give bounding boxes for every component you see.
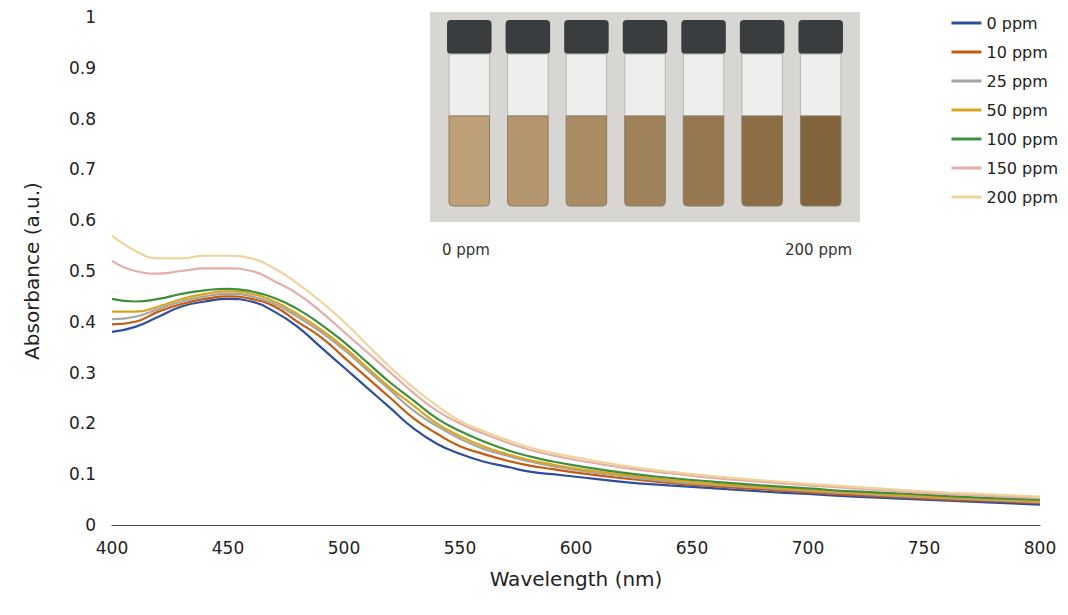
svg-text:0.2: 0.2 <box>69 413 96 433</box>
svg-text:550: 550 <box>444 538 476 558</box>
svg-text:0.8: 0.8 <box>69 109 96 129</box>
svg-text:150 ppm: 150 ppm <box>986 159 1058 178</box>
svg-text:0.5: 0.5 <box>69 261 96 281</box>
svg-text:10 ppm: 10 ppm <box>986 43 1047 62</box>
svg-text:0.9: 0.9 <box>69 58 96 78</box>
svg-text:0 ppm: 0 ppm <box>442 241 490 259</box>
svg-text:100 ppm: 100 ppm <box>986 130 1058 149</box>
svg-text:0 ppm: 0 ppm <box>986 14 1037 33</box>
svg-text:700: 700 <box>792 538 824 558</box>
svg-text:600: 600 <box>560 538 592 558</box>
svg-text:0: 0 <box>85 515 96 535</box>
svg-text:50 ppm: 50 ppm <box>986 101 1047 120</box>
svg-text:0.3: 0.3 <box>69 363 96 383</box>
svg-text:200 ppm: 200 ppm <box>986 188 1058 207</box>
svg-text:Wavelength (nm): Wavelength (nm) <box>490 567 663 591</box>
svg-text:Absorbance (a.u.): Absorbance (a.u.) <box>20 182 44 360</box>
svg-text:200 ppm: 200 ppm <box>785 241 852 259</box>
svg-text:650: 650 <box>676 538 708 558</box>
svg-text:400: 400 <box>96 538 128 558</box>
svg-text:0.4: 0.4 <box>69 312 96 332</box>
svg-text:1: 1 <box>85 7 96 27</box>
svg-text:25 ppm: 25 ppm <box>986 72 1047 91</box>
svg-text:0.6: 0.6 <box>69 210 96 230</box>
svg-text:750: 750 <box>908 538 940 558</box>
svg-text:450: 450 <box>212 538 244 558</box>
svg-text:0.7: 0.7 <box>69 159 96 179</box>
svg-text:500: 500 <box>328 538 360 558</box>
svg-text:0.1: 0.1 <box>69 464 96 484</box>
svg-text:800: 800 <box>1024 538 1056 558</box>
